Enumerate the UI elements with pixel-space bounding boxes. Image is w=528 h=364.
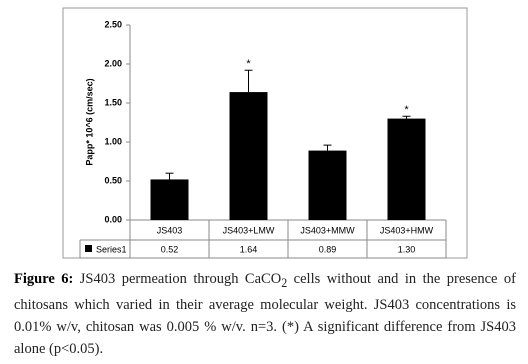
value-label: 1.64	[240, 244, 258, 254]
chart: Papp* 10^6 (cm/sec) 0.00 0.50 1.00 1.50 2.00…	[62, 7, 468, 259]
y-tick-label: 2.50	[104, 19, 122, 29]
bar	[229, 92, 268, 220]
bar	[308, 150, 347, 220]
y-axis-label: Papp* 10^6 (cm/sec)	[84, 78, 94, 165]
legend-swatch	[85, 245, 92, 252]
x-tick-label: JS403+MMW	[300, 225, 355, 235]
y-tick-label: 2.00	[104, 58, 122, 68]
y-tick-label: 1.00	[104, 136, 122, 146]
caption-text: cells without and in the presence of chi…	[14, 271, 516, 357]
significance-mark: *	[246, 58, 251, 70]
caption-text: JS403 permeation through CaCO	[73, 271, 282, 287]
x-tick-label: JS403+LMW	[223, 225, 275, 235]
y-tick-label: 0.00	[104, 214, 122, 224]
y-tick-label: 1.50	[104, 97, 122, 107]
value-label: 1.30	[398, 244, 416, 254]
caption: Figure 6: JS403 permeation through CaCO2…	[14, 268, 516, 360]
caption-subscript: 2	[281, 275, 288, 290]
caption-label: Figure 6:	[14, 271, 74, 287]
significance-mark: *	[404, 104, 409, 116]
y-tick-label: 0.50	[104, 175, 122, 185]
value-label: 0.89	[319, 244, 337, 254]
x-tick-label: JS403	[157, 225, 183, 235]
legend-label: Series1	[96, 244, 127, 254]
bar	[387, 118, 426, 220]
bar	[150, 179, 189, 220]
x-tick-label: JS403+HMW	[380, 225, 434, 235]
value-label: 0.52	[161, 244, 179, 254]
